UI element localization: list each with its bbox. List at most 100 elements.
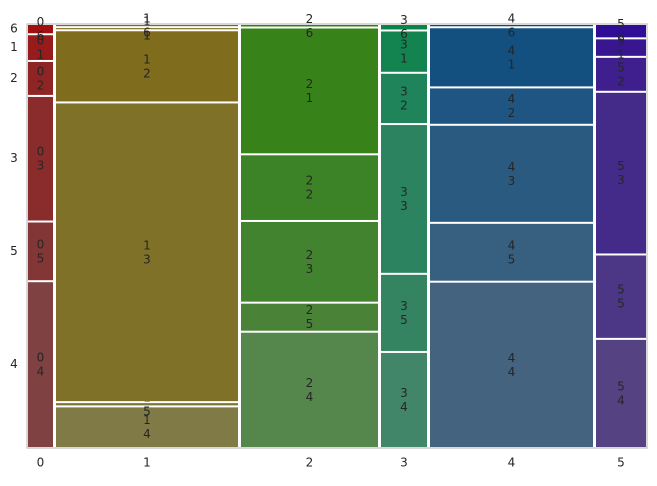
tile-label-x: 1 bbox=[143, 14, 151, 28]
tile-label-y: 3 bbox=[37, 158, 45, 172]
tile bbox=[430, 28, 593, 87]
y-tick-label: 1 bbox=[10, 40, 18, 54]
tile-label-y: 3 bbox=[508, 173, 516, 187]
tile bbox=[381, 274, 427, 351]
y-tick-label: 5 bbox=[10, 244, 18, 258]
x-tick-label: 5 bbox=[617, 456, 625, 470]
x-tick-label: 3 bbox=[400, 456, 408, 470]
tile-label-x: 5 bbox=[617, 17, 625, 31]
tile-label-y: 6 bbox=[400, 27, 408, 41]
tile-label-x: 5 bbox=[617, 379, 625, 393]
tile-label-x: 4 bbox=[508, 350, 516, 364]
x-tick-label: 2 bbox=[306, 456, 314, 470]
tile bbox=[56, 103, 238, 402]
tile bbox=[596, 339, 646, 447]
tile-label-x: 0 bbox=[37, 15, 45, 29]
tile-label-y: 2 bbox=[306, 187, 314, 201]
tile-label-x: 3 bbox=[400, 37, 408, 51]
tile-label-y: 5 bbox=[508, 252, 516, 266]
tile-label-y: 4 bbox=[143, 427, 151, 441]
tile-label-x: 5 bbox=[617, 33, 625, 47]
tile-label-x: 5 bbox=[617, 60, 625, 74]
tile-label-x: 5 bbox=[617, 159, 625, 173]
tile-label-y: 3 bbox=[143, 252, 151, 266]
x-tick-label: 1 bbox=[143, 456, 151, 470]
tile-label-y: 2 bbox=[617, 74, 625, 88]
tile bbox=[596, 92, 646, 254]
tile-label-y: 1 bbox=[306, 90, 314, 104]
tile-label-y: 2 bbox=[143, 66, 151, 80]
tile-label-x: 1 bbox=[143, 238, 151, 252]
tile-label-y: 1 bbox=[143, 28, 151, 42]
tile bbox=[596, 39, 646, 56]
tile bbox=[596, 57, 646, 91]
tile bbox=[28, 96, 53, 221]
tile-label-y: 6 bbox=[617, 31, 625, 45]
tile-label-y: 6 bbox=[306, 25, 314, 39]
tile-label-x: 2 bbox=[306, 11, 314, 25]
tile-label-x: 0 bbox=[37, 237, 45, 251]
tile bbox=[241, 155, 378, 220]
tile bbox=[28, 25, 53, 34]
tile-label-x: 1 bbox=[143, 11, 151, 25]
tile bbox=[596, 25, 646, 38]
tile-label-y: 2 bbox=[508, 106, 516, 120]
tile-label-y: 3 bbox=[306, 261, 314, 275]
tile bbox=[241, 25, 378, 27]
tile-label-y: 5 bbox=[617, 296, 625, 310]
tile bbox=[430, 125, 593, 222]
tile-label-y: 5 bbox=[143, 404, 151, 418]
y-tick-label: 2 bbox=[10, 71, 18, 85]
tile bbox=[381, 25, 427, 30]
tile-label-y: 5 bbox=[37, 251, 45, 265]
tile bbox=[241, 221, 378, 302]
tile-label-x: 0 bbox=[37, 64, 45, 78]
tile-label-y: 3 bbox=[617, 173, 625, 187]
tile-label-x: 3 bbox=[400, 298, 408, 312]
x-tick-label: 0 bbox=[37, 456, 45, 470]
tile-label-y: 5 bbox=[306, 317, 314, 331]
tile-label-x: 4 bbox=[508, 43, 516, 57]
tile-label-y: 2 bbox=[400, 98, 408, 112]
tile-label-x: 2 bbox=[306, 247, 314, 261]
tile bbox=[430, 25, 593, 27]
tile-label-y: 1 bbox=[617, 47, 625, 61]
tile-label-y: 1 bbox=[400, 51, 408, 65]
tile-label-x: 3 bbox=[400, 84, 408, 98]
tile bbox=[28, 222, 53, 281]
tile-label-y: 4 bbox=[306, 389, 314, 403]
tile-label-y: 6 bbox=[143, 25, 151, 39]
tile bbox=[28, 282, 53, 447]
tile-label-y: 4 bbox=[617, 393, 625, 407]
tile bbox=[56, 31, 238, 102]
tile-label-y: 1 bbox=[37, 47, 45, 61]
tile bbox=[56, 407, 238, 447]
tile-label-y: 4 bbox=[37, 364, 45, 378]
tile bbox=[430, 223, 593, 281]
tile-label-y: 4 bbox=[400, 399, 408, 413]
x-tick-label: 4 bbox=[508, 456, 516, 470]
tile-label-x: 3 bbox=[400, 385, 408, 399]
